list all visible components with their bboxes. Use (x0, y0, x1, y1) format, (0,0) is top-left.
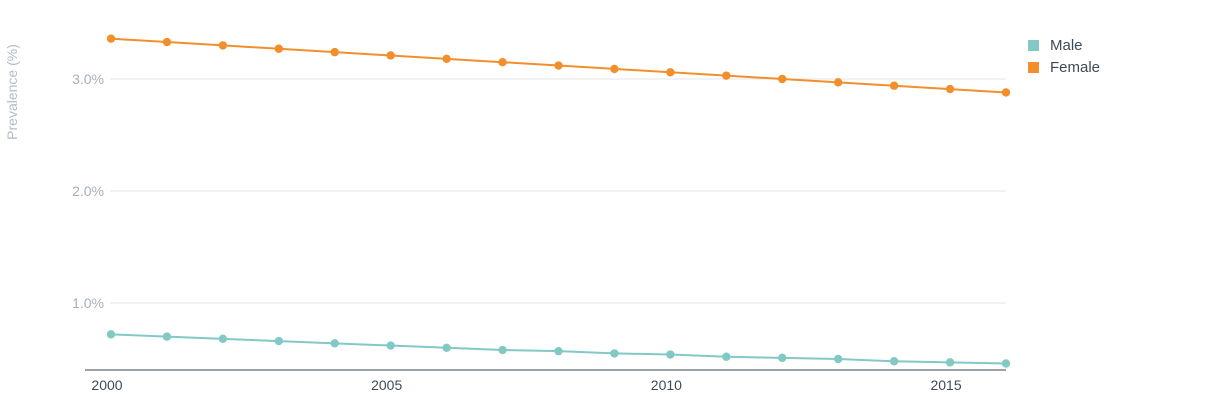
legend-item-female[interactable]: Female (1028, 56, 1100, 78)
data-point-male[interactable] (833, 354, 843, 364)
data-point-male[interactable] (610, 349, 619, 358)
x-tick-label: 2005 (371, 377, 402, 393)
data-point-female[interactable] (833, 78, 843, 87)
data-point-male[interactable] (666, 350, 675, 359)
data-point-female[interactable] (498, 58, 507, 67)
data-point-female[interactable] (945, 84, 955, 94)
data-point-female[interactable] (610, 64, 619, 74)
legend: Male Female (1028, 34, 1100, 78)
data-point-male[interactable] (1001, 359, 1011, 368)
data-point-female[interactable] (1001, 88, 1011, 97)
axes: Prevalence (%) 1.0% 2.0% 3.0% 2000 2005 2010 2… (4, 44, 1006, 393)
data-point-female[interactable] (274, 44, 284, 53)
data-point-male[interactable] (554, 346, 563, 356)
data-point-male[interactable] (889, 357, 899, 366)
y-axis-title: Prevalence (%) (4, 44, 20, 140)
data-point-male[interactable] (218, 334, 228, 344)
series-female (106, 34, 1011, 97)
series (106, 34, 1011, 368)
data-point-female[interactable] (442, 54, 451, 64)
legend-label-male: Male (1050, 36, 1083, 54)
data-point-female[interactable] (722, 71, 731, 80)
grid-lines (110, 78, 1006, 304)
data-point-female[interactable] (889, 81, 899, 90)
data-point-male[interactable] (162, 332, 172, 341)
data-point-male[interactable] (442, 343, 451, 352)
data-point-male[interactable] (778, 353, 787, 363)
data-point-female[interactable] (554, 61, 563, 70)
data-point-male[interactable] (945, 358, 955, 367)
x-tick-label: 2015 (930, 377, 961, 393)
data-point-female[interactable] (386, 51, 395, 60)
data-point-male[interactable] (722, 352, 731, 361)
y-tick-label: 3.0% (72, 71, 104, 87)
data-point-male[interactable] (330, 339, 339, 348)
y-tick-label: 2.0% (72, 183, 104, 199)
data-point-female[interactable] (106, 34, 116, 43)
data-point-male[interactable] (498, 345, 507, 355)
data-point-female[interactable] (162, 37, 172, 47)
legend-swatch-male (1028, 39, 1039, 51)
data-point-female[interactable] (218, 41, 228, 50)
x-tick-label: 2000 (91, 377, 122, 393)
data-point-female[interactable] (666, 68, 675, 77)
data-point-male[interactable] (386, 341, 395, 350)
data-point-female[interactable] (778, 74, 787, 84)
legend-swatch-female (1028, 61, 1039, 73)
data-point-male[interactable] (106, 330, 116, 339)
legend-label-female: Female (1050, 58, 1101, 76)
legend-item-male[interactable]: Male (1028, 34, 1100, 56)
x-tick-label: 2010 (651, 377, 682, 393)
y-tick-label: 1.0% (72, 295, 104, 311)
series-male (106, 330, 1011, 368)
data-point-male[interactable] (274, 336, 284, 346)
data-point-female[interactable] (330, 47, 339, 57)
